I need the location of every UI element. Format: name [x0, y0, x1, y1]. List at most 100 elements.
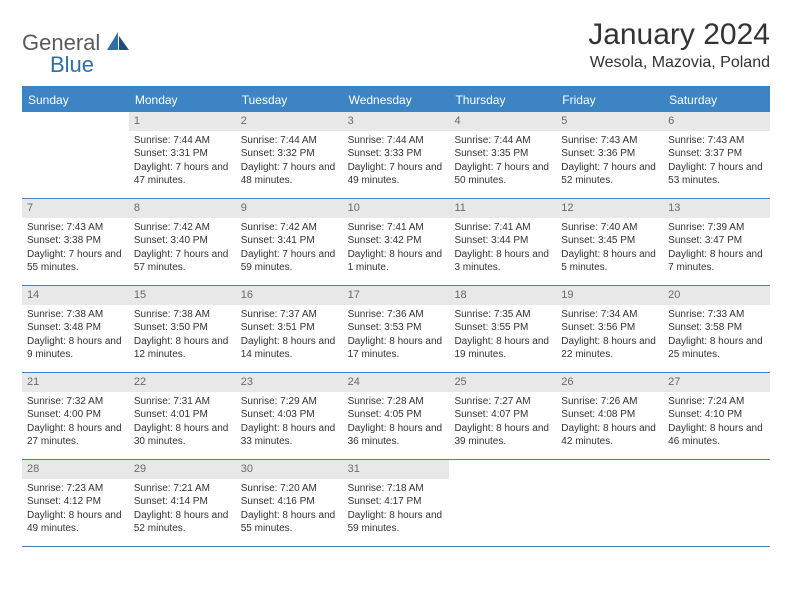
sunrise-text: Sunrise: 7:42 AM: [241, 221, 338, 235]
day-cell: 31Sunrise: 7:18 AMSunset: 4:17 PMDayligh…: [343, 460, 450, 546]
day-cell: 20Sunrise: 7:33 AMSunset: 3:58 PMDayligh…: [663, 286, 770, 372]
daylight-text: Daylight: 8 hours and 7 minutes.: [668, 248, 765, 275]
sunrise-text: Sunrise: 7:40 AM: [561, 221, 658, 235]
day-number: 16: [236, 286, 343, 305]
day-body: Sunrise: 7:44 AMSunset: 3:33 PMDaylight:…: [343, 131, 450, 194]
day-body: Sunrise: 7:38 AMSunset: 3:50 PMDaylight:…: [129, 305, 236, 368]
sunset-text: Sunset: 3:50 PM: [134, 321, 231, 335]
sunrise-text: Sunrise: 7:24 AM: [668, 395, 765, 409]
day-body: Sunrise: 7:18 AMSunset: 4:17 PMDaylight:…: [343, 479, 450, 542]
day-cell: 27Sunrise: 7:24 AMSunset: 4:10 PMDayligh…: [663, 373, 770, 459]
day-number: 13: [663, 199, 770, 218]
day-cell: 19Sunrise: 7:34 AMSunset: 3:56 PMDayligh…: [556, 286, 663, 372]
day-number: 4: [449, 112, 556, 131]
daylight-text: Daylight: 8 hours and 14 minutes.: [241, 335, 338, 362]
page-header: General January 2024 Wesola, Mazovia, Po…: [22, 18, 770, 72]
sunrise-text: Sunrise: 7:27 AM: [454, 395, 551, 409]
daylight-text: Daylight: 7 hours and 50 minutes.: [454, 161, 551, 188]
sunrise-text: Sunrise: 7:44 AM: [454, 134, 551, 148]
sunrise-text: Sunrise: 7:43 AM: [668, 134, 765, 148]
day-cell: [663, 460, 770, 546]
day-body: Sunrise: 7:38 AMSunset: 3:48 PMDaylight:…: [22, 305, 129, 368]
day-body: Sunrise: 7:35 AMSunset: 3:55 PMDaylight:…: [449, 305, 556, 368]
logo-stack: General Blue: [22, 24, 129, 78]
sunset-text: Sunset: 3:33 PM: [348, 147, 445, 161]
day-body: Sunrise: 7:39 AMSunset: 3:47 PMDaylight:…: [663, 218, 770, 281]
day-cell: 16Sunrise: 7:37 AMSunset: 3:51 PMDayligh…: [236, 286, 343, 372]
location-text: Wesola, Mazovia, Poland: [588, 54, 770, 72]
week-row: 21Sunrise: 7:32 AMSunset: 4:00 PMDayligh…: [22, 373, 770, 460]
day-cell: 3Sunrise: 7:44 AMSunset: 3:33 PMDaylight…: [343, 112, 450, 198]
day-body: Sunrise: 7:44 AMSunset: 3:31 PMDaylight:…: [129, 131, 236, 194]
day-number: 23: [236, 373, 343, 392]
day-cell: 15Sunrise: 7:38 AMSunset: 3:50 PMDayligh…: [129, 286, 236, 372]
daylight-text: Daylight: 8 hours and 46 minutes.: [668, 422, 765, 449]
daylight-text: Daylight: 8 hours and 49 minutes.: [27, 509, 124, 536]
calendar-grid: SundayMondayTuesdayWednesdayThursdayFrid…: [22, 86, 770, 547]
sunrise-text: Sunrise: 7:44 AM: [348, 134, 445, 148]
day-number: 22: [129, 373, 236, 392]
day-number: 9: [236, 199, 343, 218]
sunrise-text: Sunrise: 7:44 AM: [241, 134, 338, 148]
daylight-text: Daylight: 8 hours and 19 minutes.: [454, 335, 551, 362]
week-row: 7Sunrise: 7:43 AMSunset: 3:38 PMDaylight…: [22, 199, 770, 286]
sunset-text: Sunset: 3:40 PM: [134, 234, 231, 248]
month-title: January 2024: [588, 18, 770, 52]
day-body: Sunrise: 7:33 AMSunset: 3:58 PMDaylight:…: [663, 305, 770, 368]
day-number: 20: [663, 286, 770, 305]
daylight-text: Daylight: 8 hours and 5 minutes.: [561, 248, 658, 275]
daylight-text: Daylight: 8 hours and 17 minutes.: [348, 335, 445, 362]
day-body: Sunrise: 7:36 AMSunset: 3:53 PMDaylight:…: [343, 305, 450, 368]
sunset-text: Sunset: 4:01 PM: [134, 408, 231, 422]
day-number: 2: [236, 112, 343, 131]
day-header: Tuesday: [236, 88, 343, 112]
day-body: Sunrise: 7:29 AMSunset: 4:03 PMDaylight:…: [236, 392, 343, 455]
daylight-text: Daylight: 8 hours and 59 minutes.: [348, 509, 445, 536]
daylight-text: Daylight: 8 hours and 36 minutes.: [348, 422, 445, 449]
sunset-text: Sunset: 3:47 PM: [668, 234, 765, 248]
day-body: Sunrise: 7:32 AMSunset: 4:00 PMDaylight:…: [22, 392, 129, 455]
day-number: 25: [449, 373, 556, 392]
day-cell: 12Sunrise: 7:40 AMSunset: 3:45 PMDayligh…: [556, 199, 663, 285]
day-body: Sunrise: 7:43 AMSunset: 3:38 PMDaylight:…: [22, 218, 129, 281]
daylight-text: Daylight: 7 hours and 52 minutes.: [561, 161, 658, 188]
day-number: 14: [22, 286, 129, 305]
day-body: Sunrise: 7:42 AMSunset: 3:40 PMDaylight:…: [129, 218, 236, 281]
daylight-text: Daylight: 8 hours and 3 minutes.: [454, 248, 551, 275]
title-block: January 2024 Wesola, Mazovia, Poland: [588, 18, 770, 72]
day-cell: 18Sunrise: 7:35 AMSunset: 3:55 PMDayligh…: [449, 286, 556, 372]
day-cell: 22Sunrise: 7:31 AMSunset: 4:01 PMDayligh…: [129, 373, 236, 459]
day-body: Sunrise: 7:37 AMSunset: 3:51 PMDaylight:…: [236, 305, 343, 368]
day-number: 7: [22, 199, 129, 218]
sunset-text: Sunset: 4:00 PM: [27, 408, 124, 422]
day-body: [556, 479, 663, 488]
sunset-text: Sunset: 3:38 PM: [27, 234, 124, 248]
day-cell: 28Sunrise: 7:23 AMSunset: 4:12 PMDayligh…: [22, 460, 129, 546]
day-cell: 26Sunrise: 7:26 AMSunset: 4:08 PMDayligh…: [556, 373, 663, 459]
day-number: 28: [22, 460, 129, 479]
sunrise-text: Sunrise: 7:26 AM: [561, 395, 658, 409]
day-cell: 14Sunrise: 7:38 AMSunset: 3:48 PMDayligh…: [22, 286, 129, 372]
sunrise-text: Sunrise: 7:43 AM: [27, 221, 124, 235]
sunrise-text: Sunrise: 7:34 AM: [561, 308, 658, 322]
day-header-row: SundayMondayTuesdayWednesdayThursdayFrid…: [22, 88, 770, 112]
day-number: 24: [343, 373, 450, 392]
day-number: 27: [663, 373, 770, 392]
daylight-text: Daylight: 8 hours and 30 minutes.: [134, 422, 231, 449]
day-body: Sunrise: 7:41 AMSunset: 3:42 PMDaylight:…: [343, 218, 450, 281]
day-body: Sunrise: 7:23 AMSunset: 4:12 PMDaylight:…: [22, 479, 129, 542]
day-body: Sunrise: 7:44 AMSunset: 3:32 PMDaylight:…: [236, 131, 343, 194]
day-body: Sunrise: 7:24 AMSunset: 4:10 PMDaylight:…: [663, 392, 770, 455]
daylight-text: Daylight: 8 hours and 33 minutes.: [241, 422, 338, 449]
sunset-text: Sunset: 4:05 PM: [348, 408, 445, 422]
sunset-text: Sunset: 3:31 PM: [134, 147, 231, 161]
sunset-text: Sunset: 4:17 PM: [348, 495, 445, 509]
sunset-text: Sunset: 3:41 PM: [241, 234, 338, 248]
sunset-text: Sunset: 3:32 PM: [241, 147, 338, 161]
day-number: 15: [129, 286, 236, 305]
sunrise-text: Sunrise: 7:41 AM: [454, 221, 551, 235]
day-header: Thursday: [449, 88, 556, 112]
sunrise-text: Sunrise: 7:39 AM: [668, 221, 765, 235]
daylight-text: Daylight: 8 hours and 9 minutes.: [27, 335, 124, 362]
daylight-text: Daylight: 8 hours and 12 minutes.: [134, 335, 231, 362]
